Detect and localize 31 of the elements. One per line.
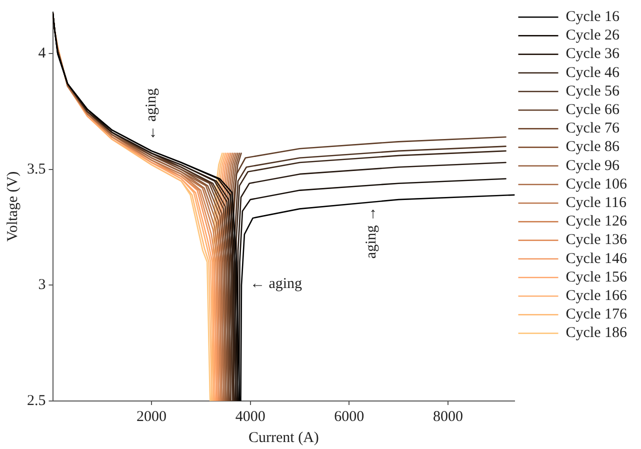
legend-label: Cycle 156 [566, 269, 628, 286]
annotation: ← aging [144, 88, 160, 140]
legend-label: Cycle 176 [566, 306, 628, 323]
y-axis-title: Voltage (V) [4, 171, 21, 242]
legend-label: Cycle 16 [566, 9, 620, 26]
x-tick-label: 4000 [235, 408, 266, 425]
y-tick-label: 3 [38, 277, 46, 294]
y-tick-label: 3.5 [27, 161, 46, 178]
annotation: aging → [363, 206, 380, 259]
legend-label: Cycle 56 [566, 83, 620, 100]
legend-label: Cycle 106 [566, 176, 628, 192]
legend-label: Cycle 26 [566, 28, 620, 44]
x-tick-label: 2000 [136, 408, 167, 425]
legend-label: Cycle 96 [566, 158, 620, 174]
legend-label: Cycle 126 [566, 214, 628, 230]
legend-label: Cycle 46 [566, 64, 620, 81]
x-tick-label: 8000 [432, 408, 463, 425]
legend-label: Cycle 86 [566, 139, 620, 156]
legend-label: Cycle 166 [566, 288, 628, 304]
legend-label: Cycle 66 [566, 102, 620, 118]
y-tick-label: 4 [38, 46, 46, 62]
y-tick-label: 2.5 [27, 392, 46, 409]
legend-label: Cycle 136 [566, 232, 628, 248]
legend-label: Cycle 186 [566, 325, 628, 342]
legend-label: Cycle 36 [566, 46, 620, 62]
legend-label: Cycle 116 [566, 195, 627, 212]
annotation: ← aging [250, 276, 303, 292]
legend-label: Cycle 76 [566, 120, 620, 137]
x-axis-title: Current (A) [248, 430, 319, 446]
x-tick-label: 6000 [334, 408, 364, 425]
legend-label: Cycle 146 [566, 250, 628, 267]
